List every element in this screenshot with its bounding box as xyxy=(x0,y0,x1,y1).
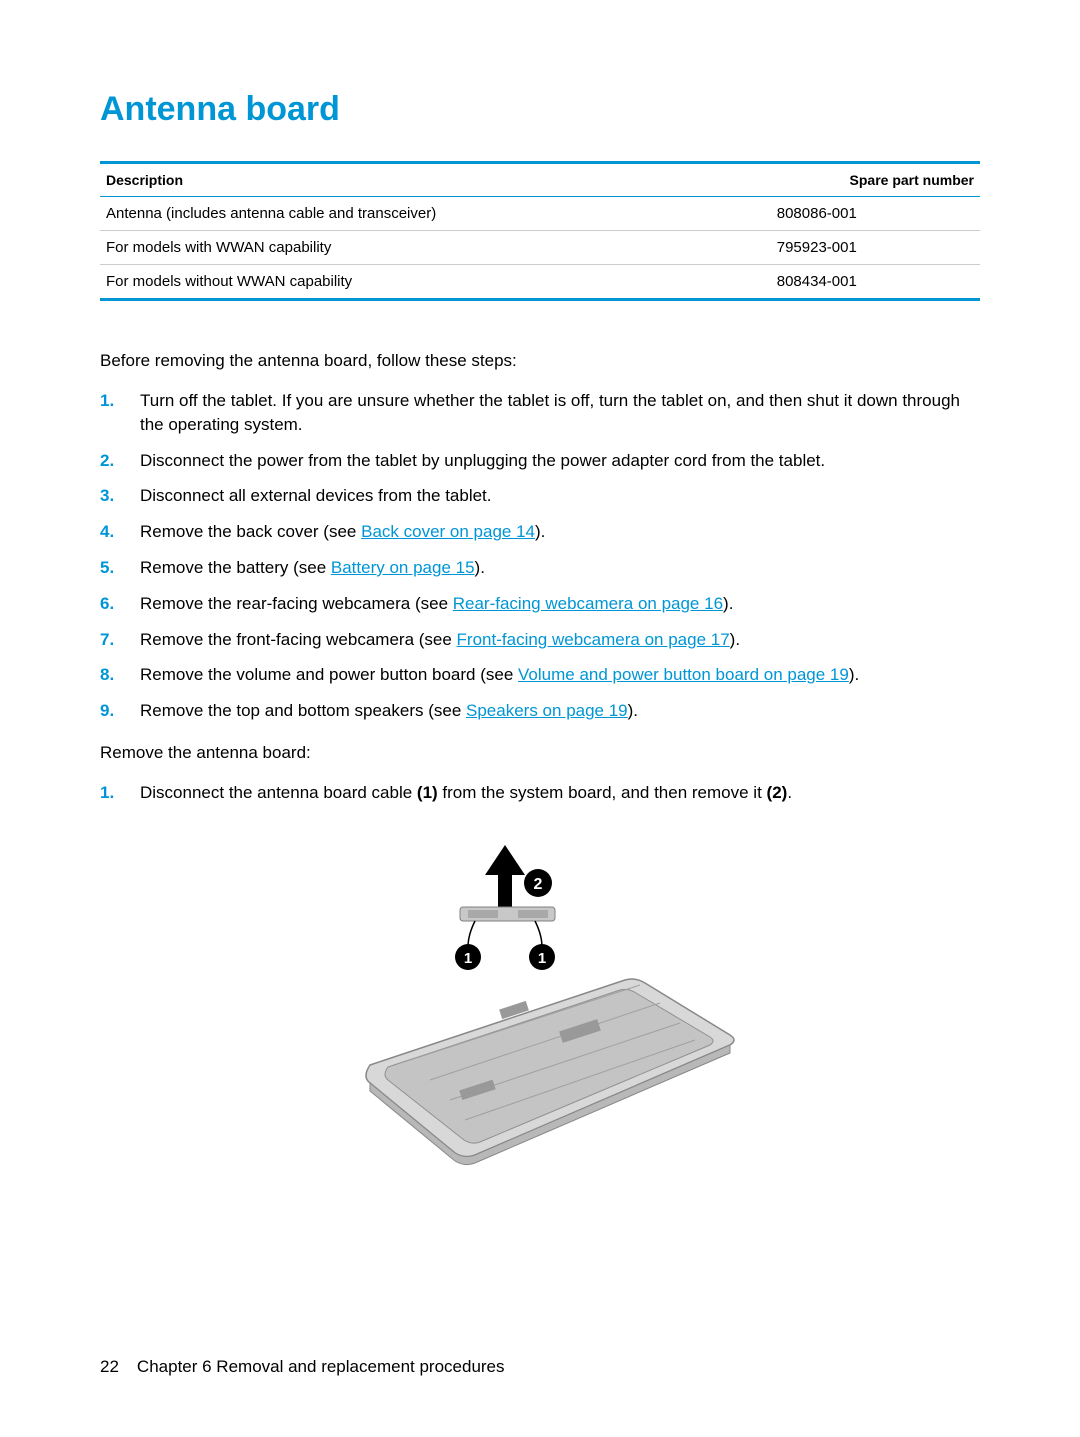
page-title: Antenna board xyxy=(100,90,980,129)
antenna-module-icon xyxy=(460,907,555,921)
step-text: from the system board, and then remove i… xyxy=(438,783,767,802)
step-prefix: Remove the battery (see xyxy=(140,558,331,577)
list-item: Remove the battery (see Battery on page … xyxy=(100,556,980,580)
cell-part-number: 795923-001 xyxy=(717,231,980,265)
list-item: Disconnect the power from the tablet by … xyxy=(100,449,980,473)
step-suffix: ). xyxy=(628,701,638,720)
table-row: Antenna (includes antenna cable and tran… xyxy=(100,197,980,231)
chapter-title: Chapter 6 Removal and replacement proced… xyxy=(137,1357,505,1376)
callout-ref: (2) xyxy=(767,783,788,802)
step-prefix: Remove the back cover (see xyxy=(140,522,361,541)
step-suffix: ). xyxy=(723,594,733,613)
front-webcamera-link[interactable]: Front-facing webcamera on page 17 xyxy=(457,630,730,649)
cell-description: For models with WWAN capability xyxy=(100,231,717,265)
step-suffix: ). xyxy=(475,558,485,577)
remove-steps-list: Disconnect the antenna board cable (1) f… xyxy=(100,781,980,805)
step-suffix: ). xyxy=(730,630,740,649)
list-item: Disconnect the antenna board cable (1) f… xyxy=(100,781,980,805)
list-item: Remove the front-facing webcamera (see F… xyxy=(100,628,980,652)
volume-power-board-link[interactable]: Volume and power button board on page 19 xyxy=(518,665,849,684)
list-item: Remove the rear-facing webcamera (see Re… xyxy=(100,592,980,616)
step-text: . xyxy=(787,783,792,802)
callout-2-icon: 2 xyxy=(524,869,552,897)
antenna-board-diagram: 2 1 1 xyxy=(300,835,780,1175)
intro-text: Before removing the antenna board, follo… xyxy=(100,351,980,371)
table-row: For models with WWAN capability 795923-0… xyxy=(100,231,980,265)
step-suffix: ). xyxy=(849,665,859,684)
callout-1-right-icon: 1 xyxy=(529,944,555,970)
cell-part-number: 808434-001 xyxy=(717,265,980,300)
cell-description: For models without WWAN capability xyxy=(100,265,717,300)
step-text: Disconnect the antenna board cable xyxy=(140,783,417,802)
cell-part-number: 808086-001 xyxy=(717,197,980,231)
list-item: Turn off the tablet. If you are unsure w… xyxy=(100,389,980,437)
step-suffix: ). xyxy=(535,522,545,541)
rear-webcamera-link[interactable]: Rear-facing webcamera on page 16 xyxy=(453,594,723,613)
spare-parts-table: Description Spare part number Antenna (i… xyxy=(100,161,980,301)
step-prefix: Remove the volume and power button board… xyxy=(140,665,518,684)
tablet-body-icon xyxy=(366,979,734,1165)
table-row: For models without WWAN capability 80843… xyxy=(100,265,980,300)
cell-description: Antenna (includes antenna cable and tran… xyxy=(100,197,717,231)
speakers-link[interactable]: Speakers on page 19 xyxy=(466,701,628,720)
callout-1-left-icon: 1 xyxy=(455,944,481,970)
remove-board-intro: Remove the antenna board: xyxy=(100,743,980,763)
list-item: Remove the top and bottom speakers (see … xyxy=(100,699,980,723)
prep-steps-list: Turn off the tablet. If you are unsure w… xyxy=(100,389,980,723)
back-cover-link[interactable]: Back cover on page 14 xyxy=(361,522,535,541)
list-item: Remove the back cover (see Back cover on… xyxy=(100,520,980,544)
table-header-part-number: Spare part number xyxy=(717,163,980,197)
svg-text:2: 2 xyxy=(534,876,543,893)
table-header-description: Description xyxy=(100,163,717,197)
page-number: 22 xyxy=(100,1357,119,1376)
svg-text:1: 1 xyxy=(464,950,472,967)
callout-ref: (1) xyxy=(417,783,438,802)
page-footer: 22 Chapter 6 Removal and replacement proc… xyxy=(100,1357,505,1377)
step-prefix: Remove the front-facing webcamera (see xyxy=(140,630,457,649)
list-item: Remove the volume and power button board… xyxy=(100,663,980,687)
step-prefix: Remove the top and bottom speakers (see xyxy=(140,701,466,720)
arrow-up-icon xyxy=(485,845,525,910)
battery-link[interactable]: Battery on page 15 xyxy=(331,558,475,577)
leader-lines xyxy=(468,921,542,947)
list-item: Disconnect all external devices from the… xyxy=(100,484,980,508)
step-prefix: Remove the rear-facing webcamera (see xyxy=(140,594,453,613)
svg-text:1: 1 xyxy=(538,950,546,967)
